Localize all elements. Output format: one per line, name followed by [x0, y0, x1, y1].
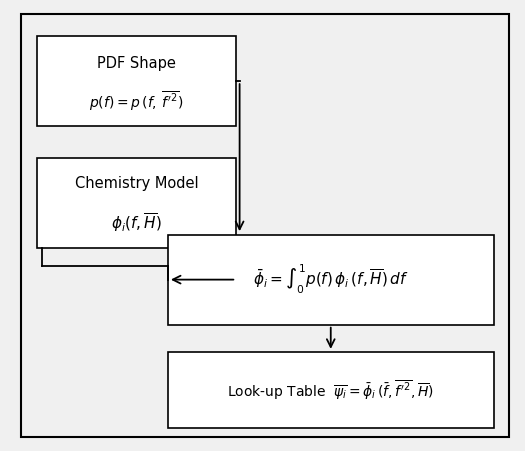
FancyBboxPatch shape [37, 36, 236, 126]
FancyBboxPatch shape [168, 352, 493, 428]
FancyBboxPatch shape [21, 14, 509, 437]
Text: $\phi_i(f,\overline{H})$: $\phi_i(f,\overline{H})$ [111, 212, 162, 234]
Text: Chemistry Model: Chemistry Model [75, 175, 198, 191]
Text: PDF Shape: PDF Shape [97, 55, 176, 71]
Text: $\bar{\phi}_i = \int_0^1 p(f)\,\phi_i\,(f,\overline{H})\,df$: $\bar{\phi}_i = \int_0^1 p(f)\,\phi_i\,(… [253, 263, 408, 296]
FancyBboxPatch shape [168, 235, 493, 325]
Text: $p(f) = p\,(f,\,\overline{f'^{2}})$: $p(f) = p\,(f,\,\overline{f'^{2}})$ [89, 89, 184, 113]
FancyBboxPatch shape [37, 158, 236, 248]
Text: Look-up Table $\;\overline{\psi_i} = \bar{\phi}_i\,(\bar{f},\overline{f'^{2}},\o: Look-up Table $\;\overline{\psi_i} = \ba… [227, 378, 434, 402]
